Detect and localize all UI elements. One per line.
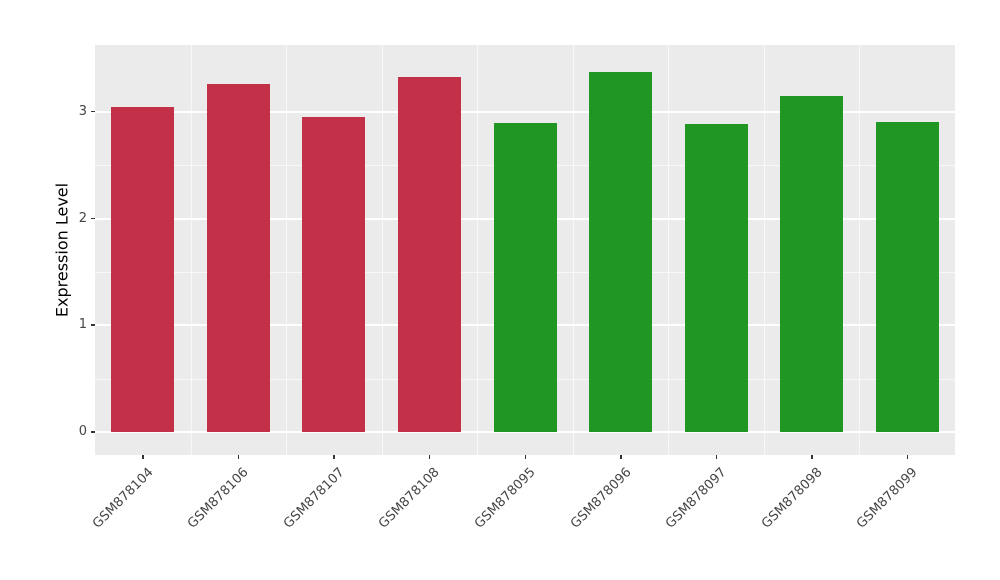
gridline-vertical [573, 45, 574, 455]
bar-GSM878099 [876, 122, 939, 432]
x-tick-mark [237, 455, 240, 459]
y-tick-label: 1 [78, 317, 87, 333]
x-tick-label: GSM878104 [90, 465, 157, 532]
bar-GSM878107 [302, 117, 365, 432]
x-tick-mark [428, 455, 431, 459]
x-tick-label: GSM878107 [281, 465, 348, 532]
x-tick-label: GSM878099 [854, 465, 921, 532]
bar-GSM878096 [589, 72, 652, 432]
y-tick-mark [91, 324, 95, 326]
bar-GSM878095 [494, 123, 557, 432]
y-tick-label: 0 [78, 424, 87, 439]
x-tick-label: GSM878095 [472, 465, 539, 532]
plot-panel [95, 45, 955, 455]
bar-GSM878108 [398, 77, 461, 432]
y-tick-label: 3 [78, 103, 87, 119]
y-tick-mark [91, 431, 95, 433]
x-tick-label: GSM878098 [759, 465, 826, 532]
gridline-major [95, 431, 955, 433]
gridline-vertical [191, 45, 192, 455]
y-tick-label: 2 [78, 210, 87, 226]
gridline-vertical [859, 45, 860, 455]
x-tick-mark [906, 455, 909, 459]
x-tick-label: GSM878106 [185, 465, 252, 532]
gridline-vertical [286, 45, 287, 455]
gridline-vertical [668, 45, 669, 455]
x-tick-mark [620, 455, 622, 459]
bar-GSM878104 [111, 107, 174, 432]
x-tick-label: GSM878108 [376, 465, 443, 532]
y-axis-title: Expression Level [52, 182, 72, 318]
x-tick-label: GSM878097 [663, 465, 730, 532]
x-tick-mark [142, 455, 144, 459]
x-tick-mark [333, 455, 335, 459]
x-tick-mark [811, 455, 813, 459]
gridline-vertical [477, 45, 478, 455]
x-tick-mark [715, 455, 718, 459]
x-tick-label: GSM878096 [568, 465, 635, 532]
bar-GSM878106 [207, 84, 270, 432]
gridline-vertical [382, 45, 383, 455]
gridline-major [95, 110, 955, 113]
bar-GSM878097 [685, 124, 748, 432]
bar-GSM878098 [780, 96, 843, 432]
y-tick-mark [91, 110, 95, 113]
gridline-vertical [764, 45, 765, 455]
y-tick-mark [91, 217, 95, 220]
x-tick-mark [524, 455, 526, 459]
